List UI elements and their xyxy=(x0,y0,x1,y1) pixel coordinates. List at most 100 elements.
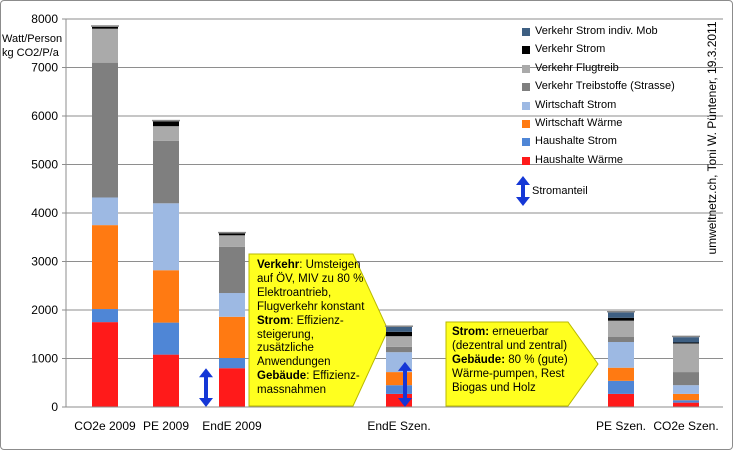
bar-segment xyxy=(153,126,179,141)
callout-strom-text: Strom: erneuerbar (dezentral und zentral)… xyxy=(452,326,568,396)
y-tick-label: 8000 xyxy=(31,12,58,26)
callout-line: steigerung, xyxy=(257,328,314,341)
bar-cap xyxy=(152,119,180,122)
bar-cap xyxy=(218,231,246,234)
bar-cap xyxy=(672,335,700,338)
bar-segment xyxy=(92,309,118,323)
x-tick-label: EndE 2009 xyxy=(202,419,262,433)
callout-strom-shape xyxy=(445,321,599,407)
double-arrow-icon xyxy=(516,176,530,207)
legend-swatch xyxy=(522,46,530,55)
bar-segment xyxy=(673,402,699,407)
callout-line: Wärme-pumpen, Rest xyxy=(452,367,565,380)
legend-label: Verkehr Treibstoffe (Strasse) xyxy=(535,80,675,93)
legend-label: Verkehr Flugtreib xyxy=(535,61,619,74)
y-tick-label: 7000 xyxy=(31,61,58,75)
y-tick-label: 5000 xyxy=(31,158,58,172)
legend-item: Verkehr Treibstoffe (Strasse) xyxy=(522,80,722,98)
legend-item: Wirtschaft Strom xyxy=(522,99,722,117)
callout-line: Strom: erneuerbar xyxy=(452,326,549,338)
legend-swatch xyxy=(522,138,530,147)
bar-segment xyxy=(92,322,118,407)
legend-item: Haushalte Strom xyxy=(522,135,722,153)
bar-segment xyxy=(608,380,634,394)
bar-segment xyxy=(153,322,179,355)
x-tick-label: EndE Szen. xyxy=(367,419,430,433)
y-axis-label-co2: kg CO2/P/a xyxy=(2,47,59,59)
legend-item: Wirtschaft Wärme xyxy=(522,117,722,135)
stromanteil-arrow xyxy=(199,368,213,407)
legend-swatch xyxy=(522,101,530,110)
bar-segment xyxy=(386,331,412,337)
callout-line: Biogas und Holz xyxy=(452,381,536,394)
y-tick-label: 2000 xyxy=(31,303,58,317)
legend-swatch xyxy=(522,28,530,36)
bar-segment xyxy=(673,393,699,401)
bar-segment xyxy=(386,336,412,347)
bar-cap xyxy=(385,325,413,327)
legend-item-stromanteil: Stromanteil xyxy=(516,176,722,208)
callout-line: massnahmen xyxy=(257,384,327,397)
y-tick-label: 3000 xyxy=(31,255,58,269)
bar-segment xyxy=(673,337,699,343)
callout-line: Gebäude: 80 % (gute) xyxy=(452,353,568,366)
bar-segment xyxy=(92,225,118,310)
bar-segment xyxy=(608,393,634,407)
bar-segment xyxy=(386,372,412,386)
bar-segment xyxy=(673,342,699,344)
bar-segment xyxy=(673,343,699,373)
callout-line: Gebäude: Effizienz- xyxy=(257,370,360,383)
bar-segment xyxy=(219,233,245,236)
callout-line: (dezentral und zentral) xyxy=(452,339,568,352)
stromanteil-arrows xyxy=(199,361,412,407)
legend-label: Wirtschaft Strom xyxy=(535,98,617,111)
bars xyxy=(91,25,700,407)
credit-text: umweltnetz.ch, Toni W. Püntener, 19.3.20… xyxy=(705,21,719,255)
callout-line: Anwendungen xyxy=(257,356,331,369)
y-tick-label: 1000 xyxy=(31,352,58,366)
y-tick-label: 4000 xyxy=(31,206,58,220)
callout-line: Verkehr: Umsteigen xyxy=(257,259,361,271)
legend-swatch xyxy=(522,64,530,73)
bar-segment xyxy=(608,317,634,321)
bar-segment xyxy=(219,358,245,369)
callout-line: Elektroantrieb, xyxy=(257,286,332,299)
stromanteil-arrow xyxy=(398,361,412,407)
x-tick-label: PE 2009 xyxy=(143,419,189,433)
legend-item: Verkehr Strom xyxy=(522,43,722,61)
y-tick-label: 0 xyxy=(51,400,58,414)
legend-label-stromanteil: Stromanteil xyxy=(532,185,588,198)
bar-segment xyxy=(92,26,118,29)
y-tick-label: 6000 xyxy=(31,109,58,123)
legend-label: Haushalte Strom xyxy=(535,135,617,148)
bar-segment xyxy=(608,320,634,337)
legend-item: Haushalte Wärme xyxy=(522,154,722,172)
bar-segment xyxy=(608,367,634,381)
bar-segment xyxy=(219,368,245,407)
legend-label: Verkehr Strom indiv. Mob xyxy=(535,25,658,37)
callout-line: Flugverkehr konstant xyxy=(257,300,365,313)
legend-item: Verkehr Strom indiv. Mob xyxy=(522,25,722,43)
bar-segment xyxy=(386,326,412,332)
bar-segment xyxy=(219,293,245,317)
bar-segment xyxy=(153,354,179,407)
bar-segment xyxy=(386,346,412,353)
legend-swatch xyxy=(522,83,530,92)
bar-segment xyxy=(219,246,245,294)
callout-line: auf ÖV, MIV zu 80 % xyxy=(257,272,364,285)
credit-text-box: umweltnetz.ch, Toni W. Püntener, 19.3.20… xyxy=(702,18,722,258)
x-tick-label: PE Szen. xyxy=(596,419,646,433)
callout-line: zusätzliche xyxy=(257,342,314,355)
legend-swatch xyxy=(522,156,530,165)
bar-cap xyxy=(91,25,119,27)
bar-segment xyxy=(92,28,118,63)
callout-verkehr-text: Verkehr: Umsteigen auf ÖV, MIV zu 80 % Ele… xyxy=(257,259,364,398)
bar-segment xyxy=(673,385,699,394)
bar-segment xyxy=(92,197,118,226)
axes: 0 1000 2000 3000 4000 5000 6000 7000 8000 CO2e 20… xyxy=(31,12,723,433)
callout-line: Strom: Effizienz- xyxy=(257,314,344,327)
callout-verkehr-shape xyxy=(248,253,389,407)
legend-label: Verkehr Strom xyxy=(535,43,606,56)
bar-segment xyxy=(153,203,179,271)
